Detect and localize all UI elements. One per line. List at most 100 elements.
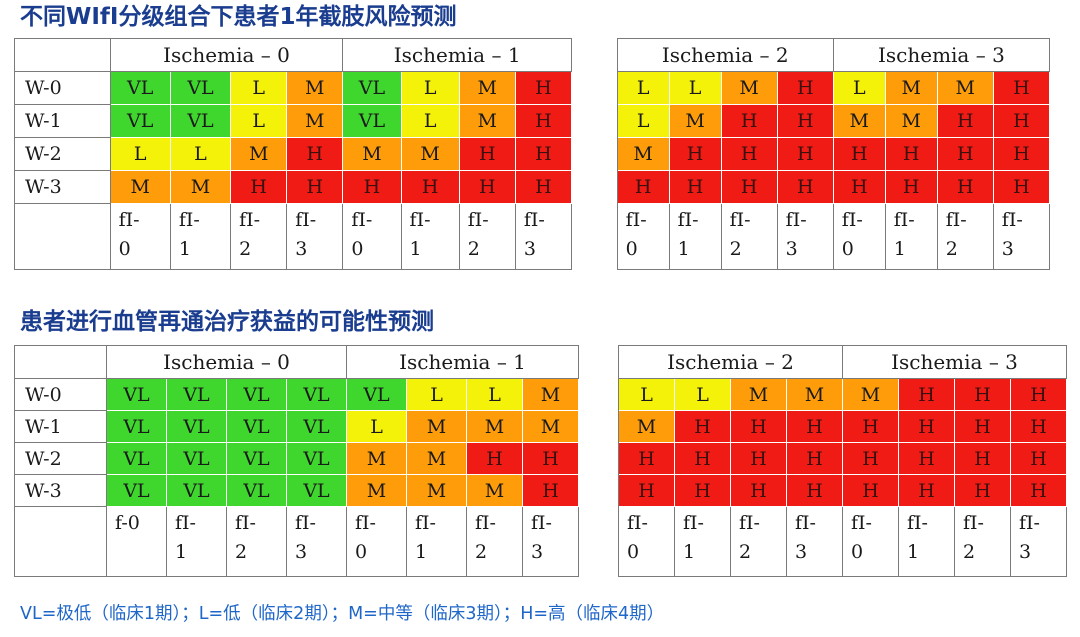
foot-infection-grade: 3 [795, 541, 808, 564]
wound-grade-label: W-0 [14, 378, 107, 411]
ischemia-group-header: Ischemia – 0 [109, 38, 344, 72]
risk-grade-cell: L [109, 137, 171, 171]
foot-infection-grade: 1 [893, 238, 906, 261]
risk-grade-cell: M [286, 104, 344, 138]
risk-grade-cell: H [898, 474, 955, 507]
risk-grade-cell: M [458, 104, 516, 138]
risk-grade-cell: M [668, 104, 722, 138]
ischemia-group-header: Ischemia – 1 [346, 345, 579, 379]
risk-grade-cell: H [1010, 378, 1067, 411]
foot-infection-prefix: fI- [239, 209, 261, 231]
risk-grade-cell: VL [226, 474, 287, 507]
risk-grade-cell: H [776, 170, 834, 204]
risk-grade-cell: H [730, 410, 787, 443]
foot-infection-prefix: fI- [351, 209, 373, 231]
foot-infection-label: fI- 3 [992, 203, 1051, 270]
risk-grade-cell: H [776, 104, 834, 138]
foot-infection-label: fI- 3 [514, 203, 572, 270]
foot-infection-grade: 2 [235, 541, 248, 564]
risk-grade-cell: H [842, 410, 899, 443]
risk-grade-cell: H [786, 442, 843, 475]
foot-infection-prefix: fI- [907, 512, 928, 534]
risk-grade-cell: M [884, 71, 938, 105]
risk-grade-cell: H [458, 170, 516, 204]
risk-grade-cell: M [342, 137, 402, 171]
risk-grade-cell: M [884, 104, 938, 138]
risk-grade-cell: M [618, 410, 675, 443]
foot-infection-grade: 0 [118, 238, 131, 261]
risk-grade-cell: VL [226, 442, 287, 475]
foot-infection-row: fI- 0 fI- 1 fI- 2 fI- 3 fI- 0 fI- 1 fI- 2 fI- 3 fI- 0 fI- 1… [14, 203, 1051, 270]
risk-grade-cell: M [936, 71, 994, 105]
risk-grade-cell: H [730, 442, 787, 475]
foot-infection-label: fI- 1 [674, 506, 731, 577]
risk-grade-cell: H [1010, 410, 1067, 443]
wound-grade-label: W-2 [14, 137, 111, 171]
risk-grade-cell: VL [226, 410, 287, 443]
foot-infection-label: fI- 2 [954, 506, 1011, 577]
risk-grade-cell: L [668, 71, 722, 105]
foot-infection-prefix: fI- [1019, 512, 1040, 534]
corner-cell [14, 506, 107, 577]
risk-grade-cell: VL [166, 378, 227, 411]
gap-cell [570, 104, 618, 138]
foot-infection-label: fI- 1 [668, 203, 722, 270]
foot-infection-prefix: fI- [415, 512, 436, 534]
gap-cell [570, 71, 618, 105]
foot-infection-label: fI- 3 [776, 203, 834, 270]
risk-grade-cell: H [720, 170, 778, 204]
ischemia-group-header: Ischemia – 0 [106, 345, 347, 379]
risk-grade-cell: H [668, 137, 722, 171]
risk-grade-cell: M [169, 170, 232, 204]
foot-infection-label: fI- 1 [169, 203, 232, 270]
gap-cell [578, 474, 619, 507]
foot-infection-grade: 2 [239, 238, 252, 261]
foot-infection-label: fI- 0 [342, 203, 402, 270]
risk-grade-cell: H [618, 442, 675, 475]
risk-grade-cell: M [406, 410, 467, 443]
foot-infection-label: fI- 2 [466, 506, 523, 577]
foot-infection-label: fI- 1 [406, 506, 467, 577]
foot-infection-prefix: fI- [1001, 209, 1023, 231]
risk-grade-cell: M [406, 474, 467, 507]
gap-cell [570, 170, 618, 204]
risk-grade-cell: H [898, 442, 955, 475]
foot-infection-prefix: fI- [795, 512, 816, 534]
foot-infection-prefix: fI- [295, 512, 316, 534]
gap-cell [578, 378, 619, 411]
ischemia-header-row: Ischemia – 0 Ischemia – 1 Ischemia – 2 Isch… [14, 345, 1067, 379]
risk-grade-cell: M [346, 474, 407, 507]
risk-grade-cell: H [522, 474, 579, 507]
foot-infection-prefix: fI- [475, 512, 496, 534]
foot-infection-grade: 3 [531, 541, 544, 564]
wound-grade-label: W-3 [14, 474, 107, 507]
foot-infection-label: fI- 3 [286, 506, 347, 577]
risk-grade-cell: H [832, 170, 886, 204]
gap-cell [578, 442, 619, 475]
risk-grade-cell: VL [166, 442, 227, 475]
foot-infection-label: fI- 2 [730, 506, 787, 577]
risk-grade-cell: H [992, 137, 1051, 171]
risk-grade-cell: VL [169, 104, 232, 138]
risk-grade-cell: H [730, 474, 787, 507]
risk-grade-cell: VL [166, 474, 227, 507]
risk-grade-cell: VL [226, 378, 287, 411]
risk-grade-cell: H [884, 170, 938, 204]
foot-infection-row: f-0 fI- 1 fI- 2 fI- 3 fI- 0 fI- 1 fI- 2 fI- 3 fI- 0 fI- 1 f… [14, 506, 1067, 577]
wound-grade-label: W-1 [14, 410, 107, 443]
foot-infection-grade: 1 [907, 541, 920, 564]
foot-infection-prefix: fI- [467, 209, 489, 231]
risk-grade-cell: H [1010, 474, 1067, 507]
wound-grade-label: W-2 [14, 442, 107, 475]
ischemia-group-header: Ischemia – 3 [842, 345, 1067, 379]
risk-grade-cell: H [286, 170, 344, 204]
foot-infection-label: fI- 0 [842, 506, 899, 577]
risk-grade-cell: M [346, 442, 407, 475]
foot-infection-prefix: fI- [625, 209, 647, 231]
foot-infection-prefix: fI- [677, 209, 699, 231]
risk-grade-cell: H [514, 71, 572, 105]
risk-grade-cell: M [286, 71, 344, 105]
foot-infection-prefix: fI- [729, 209, 751, 231]
gap-cell [570, 137, 618, 171]
risk-grade-cell: H [776, 137, 834, 171]
